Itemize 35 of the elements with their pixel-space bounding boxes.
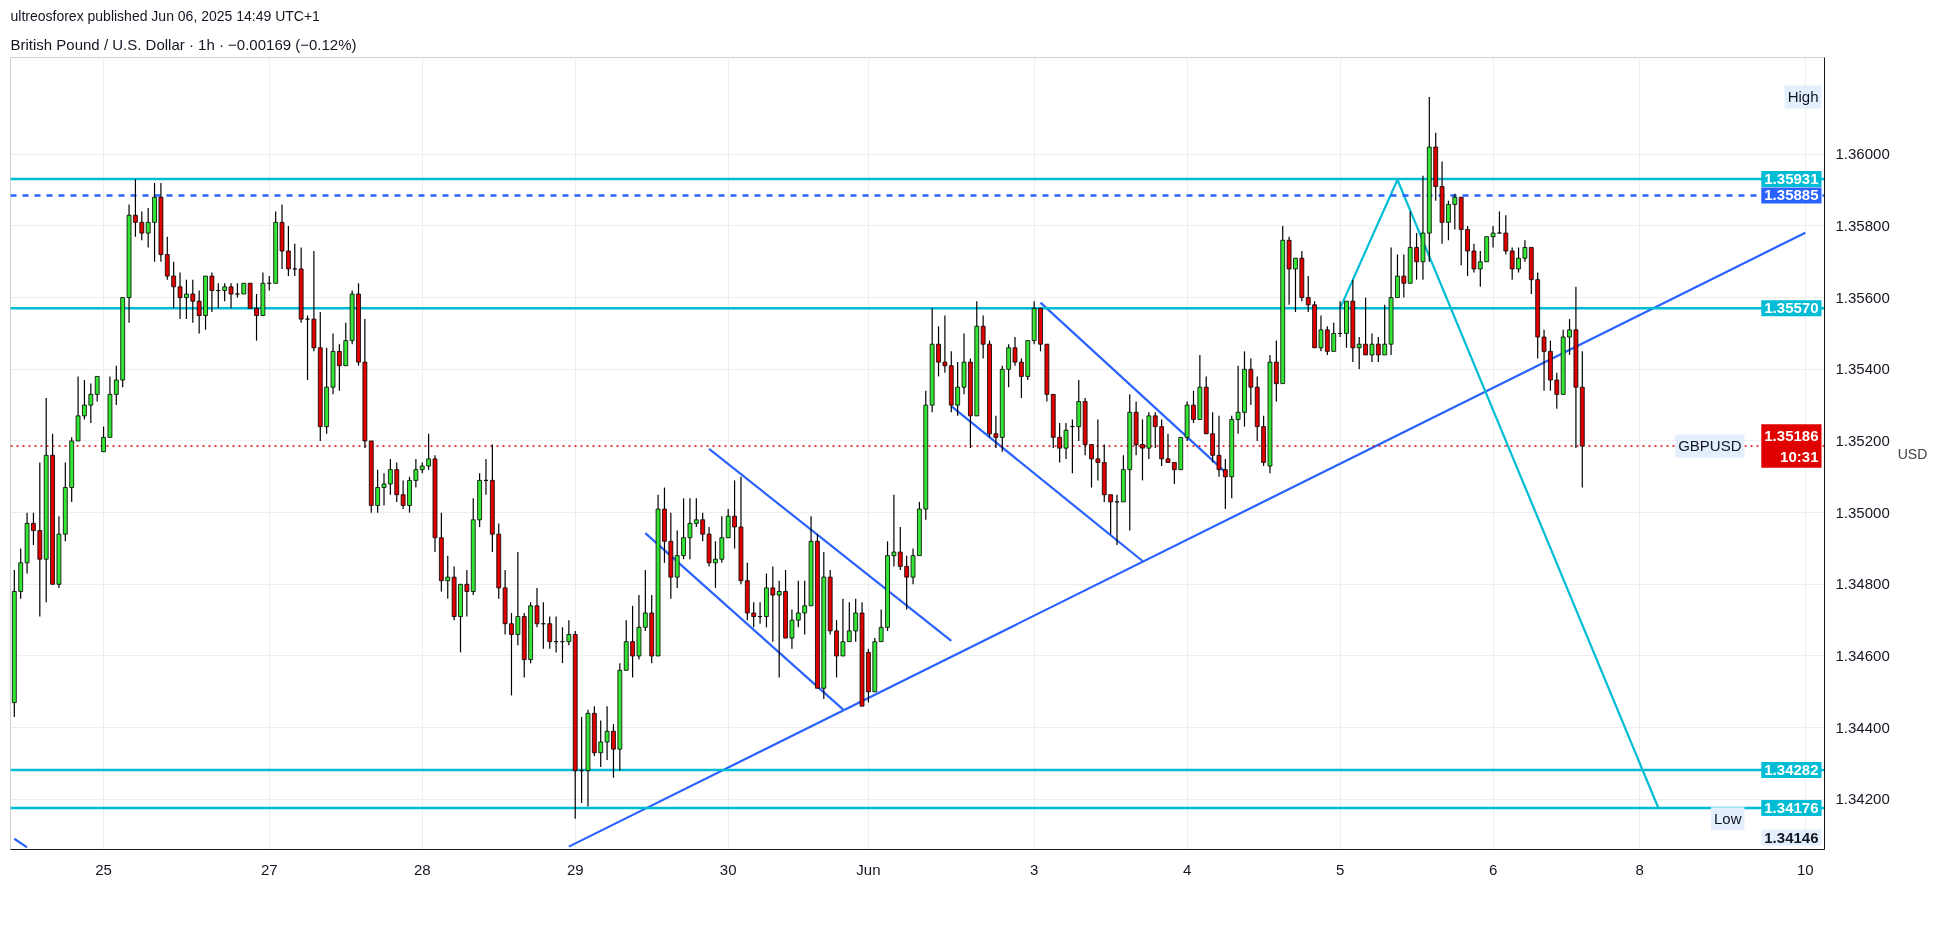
x-tick-label: 30 — [719, 860, 737, 878]
x-tick-label: 3 — [1029, 860, 1039, 878]
ref-line-label: 1.35570 — [1764, 299, 1819, 317]
x-tick-label: 28 — [413, 860, 431, 878]
x-tick-label: 8 — [1635, 860, 1644, 878]
annotation: Low — [1713, 810, 1742, 828]
x-tick-label: 4 — [1182, 860, 1192, 878]
annotation: GBPUSD — [1678, 437, 1742, 455]
ref-line-label: 1.34176 — [1764, 798, 1819, 816]
ref-line-label: 1.35885 — [1764, 186, 1819, 204]
x-tick-label: Jun — [856, 860, 881, 878]
chart-title: British Pound / U.S. Dollar · 1h · −0.00169 (−0.12%) — [10, 35, 357, 53]
x-tick-label: 25 — [95, 860, 112, 878]
x-tick-label: 27 — [260, 860, 278, 878]
y-tick-label: 1.35400 — [1835, 360, 1890, 378]
y-axis-title: USD — [1897, 445, 1928, 462]
chart-subtitle: ultreosforex published Jun 06, 2025 14:49 UTC+1 — [10, 7, 321, 24]
y-tick-label: 1.34600 — [1835, 646, 1890, 664]
x-tick-label: 10 — [1797, 860, 1814, 878]
y-tick-label: 1.35800 — [1835, 216, 1890, 234]
y-tick-label: 1.35200 — [1835, 431, 1890, 449]
y-tick-label: 1.36000 — [1835, 145, 1890, 163]
x-tick-label: 29 — [566, 860, 584, 878]
y-tick-label: 1.34800 — [1835, 575, 1890, 593]
annotation: High — [1787, 88, 1819, 106]
ref-line-label: 1.34282 — [1764, 760, 1819, 778]
y-tick-label: 1.35000 — [1835, 503, 1890, 521]
x-tick-label: 6 — [1488, 860, 1498, 878]
ref-line-label: 1.35186 10:31 — [1764, 427, 1819, 465]
y-tick-label: 1.35600 — [1835, 288, 1890, 306]
y-tick-label: 1.34400 — [1835, 718, 1890, 736]
x-tick-label: 5 — [1335, 860, 1345, 878]
annotation: 1.34146 — [1764, 828, 1819, 846]
y-tick-label: 1.34200 — [1835, 790, 1890, 808]
ref-line-label: 1.35931 — [1764, 169, 1819, 187]
